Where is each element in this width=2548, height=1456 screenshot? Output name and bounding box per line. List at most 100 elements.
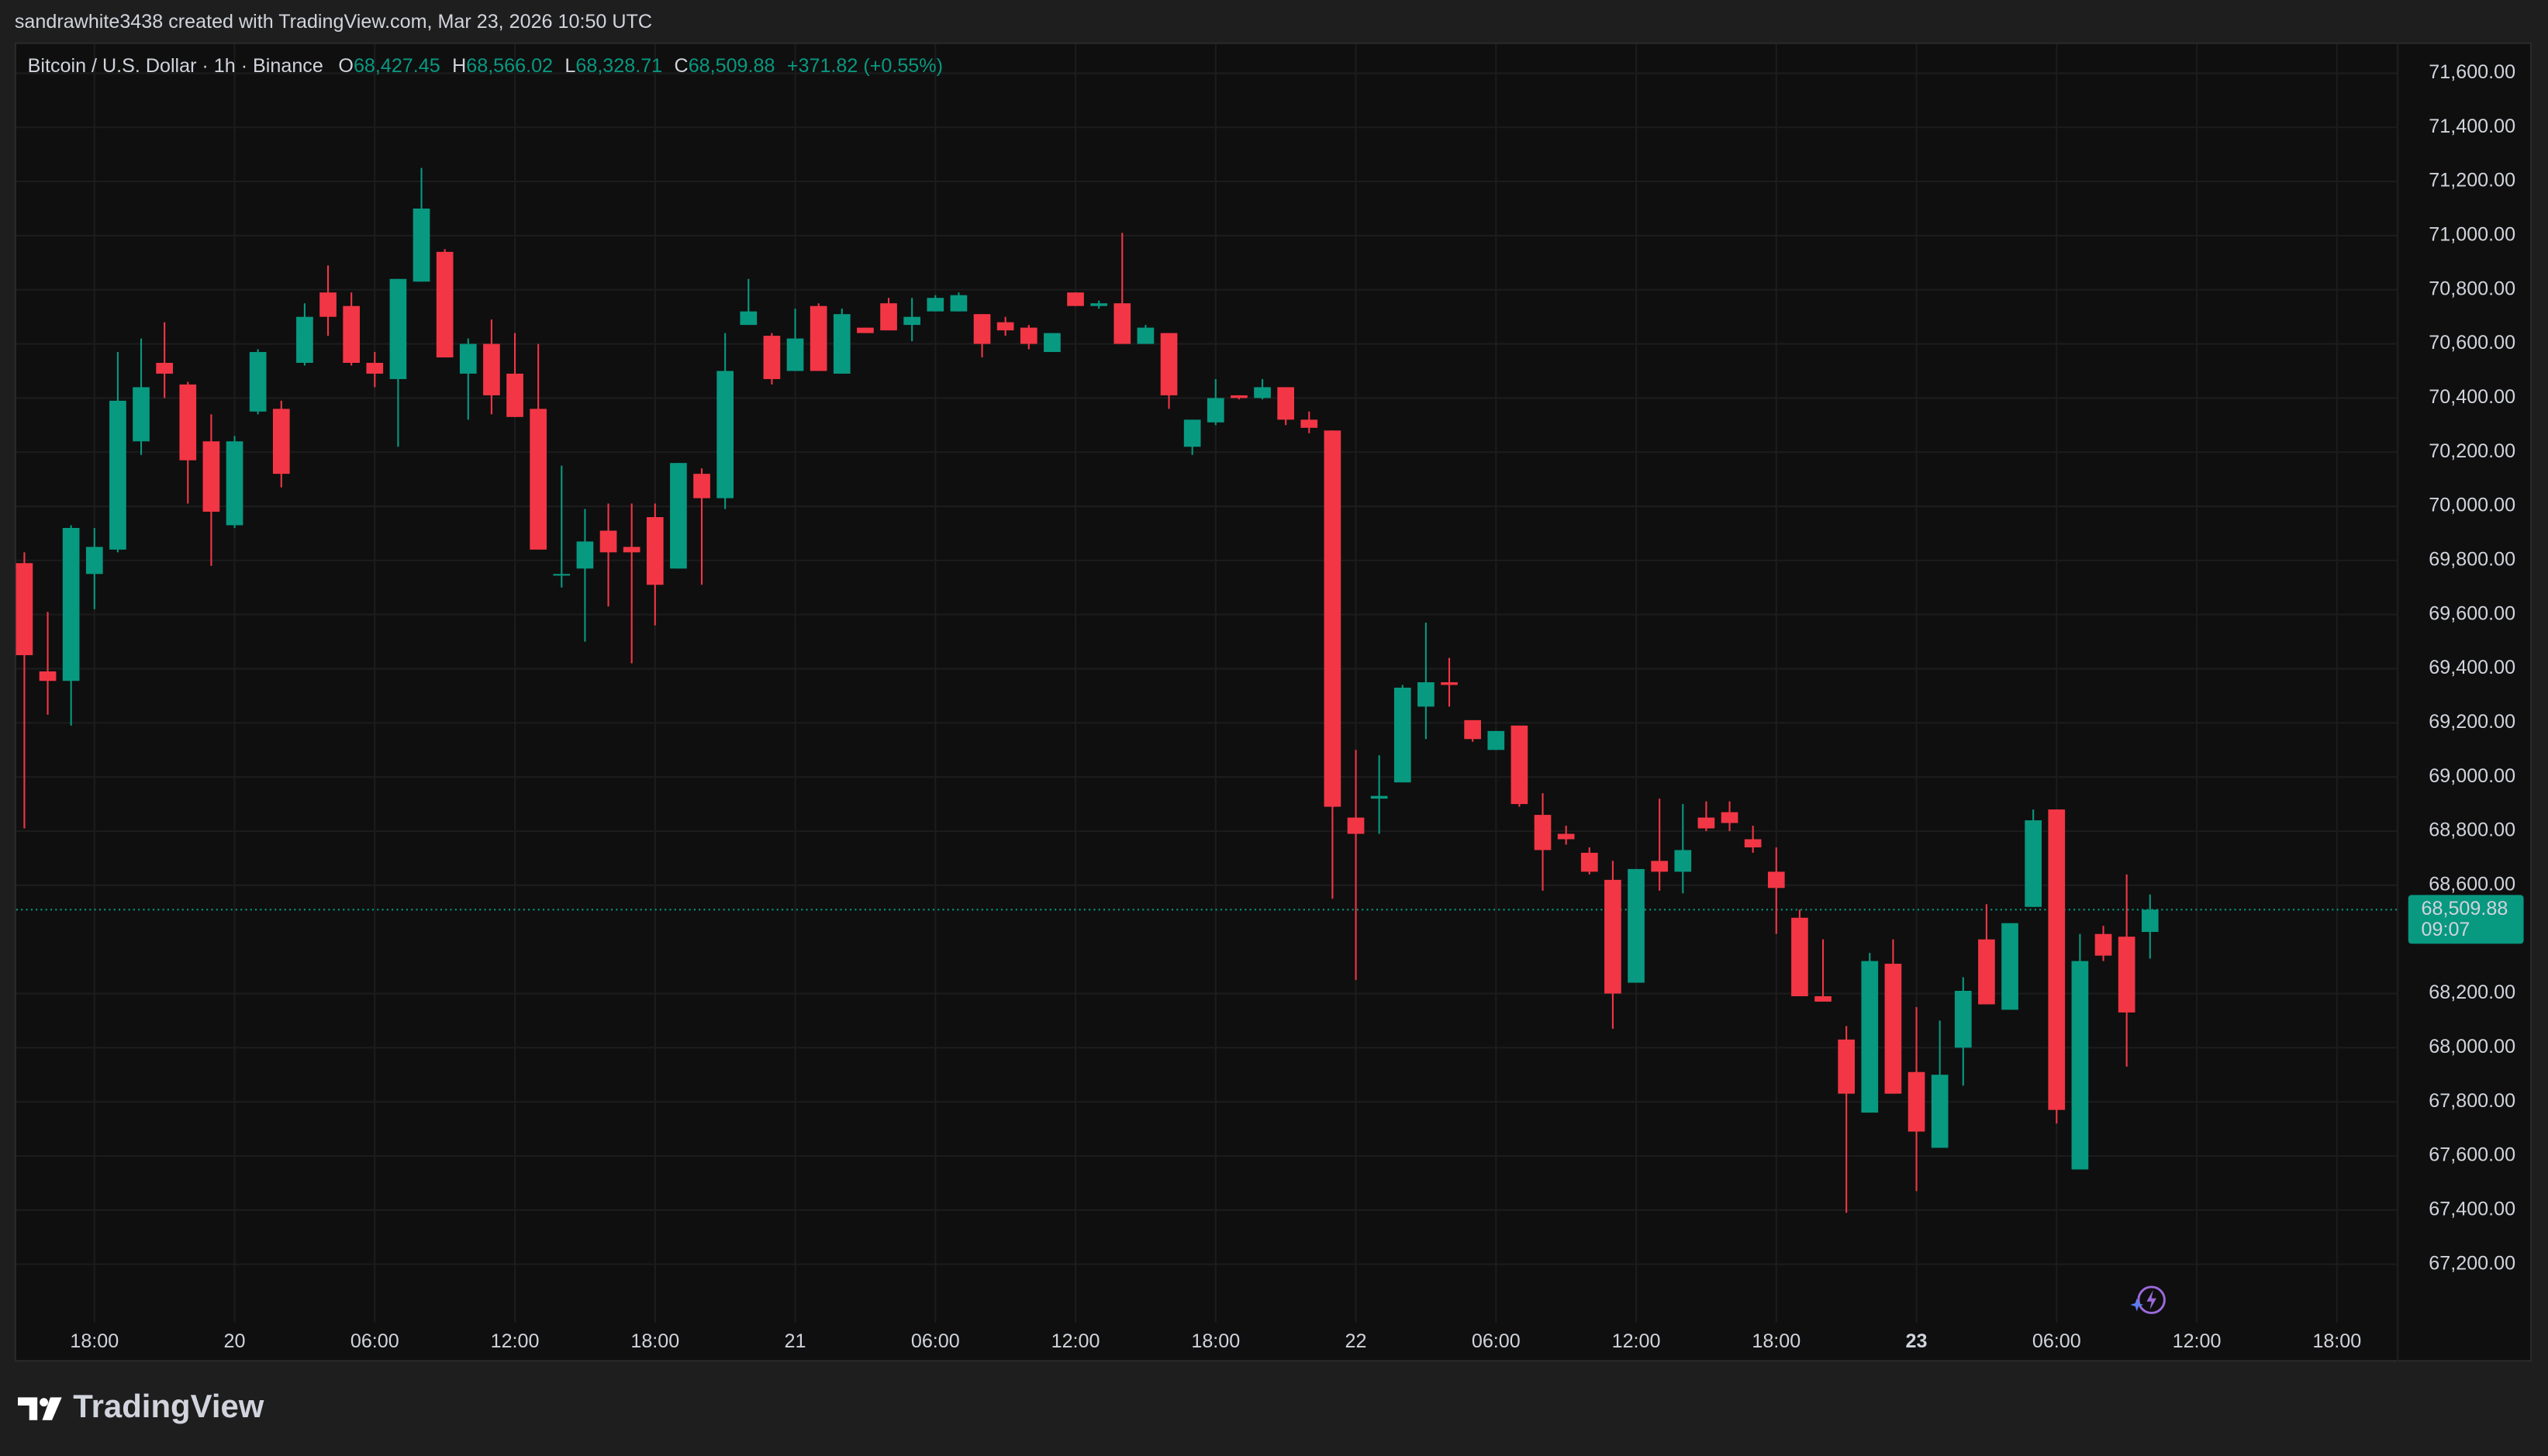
candle-body — [1020, 327, 1037, 344]
candle-body — [740, 311, 758, 326]
candle-body — [1511, 725, 1528, 805]
candle-body — [1300, 419, 1318, 428]
candle-body — [1931, 1075, 1949, 1148]
candle-body — [1557, 833, 1575, 840]
candle-body — [319, 292, 337, 317]
candle-body — [2048, 809, 2066, 1110]
candle-body — [1791, 917, 1808, 996]
candle-body — [1324, 430, 1341, 807]
last-price-label: 68,509.88 — [2422, 898, 2508, 919]
ohlc-value: 68,328.71 — [575, 55, 662, 77]
y-tick-label: 69,200.00 — [2429, 711, 2515, 733]
candle-body — [1580, 852, 1598, 872]
candle-body — [646, 517, 664, 585]
x-tick-label: 06:00 — [911, 1330, 960, 1352]
candle-body — [1393, 687, 1411, 783]
candle-body — [716, 371, 734, 499]
candle-body — [996, 322, 1014, 331]
chart-pane — [14, 42, 2532, 1362]
candle-body — [553, 574, 571, 576]
y-tick-label: 70,000.00 — [2429, 495, 2515, 516]
x-tick-label: 18:00 — [70, 1330, 119, 1352]
candle-body — [857, 327, 874, 333]
candle-body — [85, 547, 103, 574]
candle-body — [1884, 964, 1902, 1094]
candle-body — [1651, 861, 1669, 872]
candle-body — [1954, 990, 1972, 1048]
y-tick-label: 69,600.00 — [2429, 602, 2515, 624]
candle-body — [1160, 333, 1178, 395]
candle-body — [1908, 1071, 1925, 1132]
candle-body — [1721, 812, 1738, 823]
candle-body — [786, 338, 804, 371]
candle-body — [1464, 719, 1482, 740]
y-tick-label: 70,200.00 — [2429, 440, 2515, 462]
candle-body — [109, 400, 126, 550]
y-tick-label: 69,400.00 — [2429, 657, 2515, 678]
candles — [16, 167, 2159, 1213]
y-tick-label: 69,800.00 — [2429, 549, 2515, 571]
y-tick-label: 68,000.00 — [2429, 1036, 2515, 1057]
candle-body — [1697, 817, 1715, 829]
x-tick-label: 12:00 — [491, 1330, 540, 1352]
x-tick-label: 23 — [1906, 1330, 1928, 1352]
y-tick-label: 70,600.00 — [2429, 332, 2515, 354]
grid — [16, 43, 2398, 1323]
x-tick-label: 06:00 — [2032, 1330, 2081, 1352]
candle-body — [156, 363, 174, 374]
candle-body — [1978, 939, 1995, 1005]
symbol-title: Bitcoin / U.S. Dollar · 1h · Binance — [28, 55, 323, 77]
candle-body — [62, 527, 80, 681]
candle-body — [1744, 839, 1762, 847]
y-tick-label: 71,600.00 — [2429, 61, 2515, 83]
candle-body — [1487, 730, 1505, 750]
axes: 67,200.00 67,400.00 67,600.00 67,800.00 68,0… — [70, 61, 2524, 1352]
ohlc-key: C — [675, 55, 689, 77]
candle-body — [927, 298, 944, 312]
candle-body — [903, 316, 921, 326]
brand-logo: TradingView — [18, 1388, 264, 1424]
candle-body — [1838, 1039, 1856, 1094]
candle-body — [1861, 961, 1879, 1113]
candle-body — [576, 541, 594, 569]
bar-countdown: 09:07 — [2422, 919, 2470, 940]
candle-body — [2141, 909, 2159, 933]
candle-body — [1417, 681, 1435, 707]
candle-body — [1814, 995, 1832, 1002]
legend: Bitcoin / U.S. Dollar · 1h · Binance O68… — [28, 55, 943, 77]
y-tick-label: 67,400.00 — [2429, 1198, 2515, 1220]
x-tick-label: 12:00 — [1051, 1330, 1100, 1352]
candle-body — [296, 316, 313, 364]
candle-body — [483, 343, 500, 395]
x-tick-label: 06:00 — [350, 1330, 399, 1352]
candle-body — [623, 547, 640, 553]
y-tick-label: 71,200.00 — [2429, 170, 2515, 191]
y-tick-label: 70,800.00 — [2429, 278, 2515, 299]
candle-body — [1090, 303, 1108, 306]
y-tick-label: 67,200.00 — [2429, 1252, 2515, 1274]
candle-body — [1207, 398, 1224, 423]
candle-body — [763, 336, 781, 379]
y-tick-label: 71,000.00 — [2429, 224, 2515, 246]
candle-body — [1534, 815, 1552, 850]
x-tick-label: 21 — [785, 1330, 806, 1352]
candle-body — [1628, 868, 1645, 983]
last-price-tag — [2408, 895, 2524, 944]
x-tick-label: 06:00 — [1472, 1330, 1521, 1352]
candle-body — [1254, 387, 1271, 399]
candle-body — [459, 343, 477, 374]
candle-body — [249, 352, 267, 412]
candle-body — [16, 563, 33, 656]
ohlc-value: 68,509.88 — [689, 55, 775, 77]
candle-body — [1067, 292, 1084, 306]
candle-body — [179, 384, 197, 461]
candle-body — [1183, 419, 1201, 447]
candle-body — [950, 295, 968, 312]
candle-body — [973, 314, 991, 344]
candle-body — [133, 387, 150, 442]
ohlc-key: H — [452, 55, 466, 77]
candle-body — [202, 441, 220, 512]
candle-body — [1441, 681, 1458, 685]
